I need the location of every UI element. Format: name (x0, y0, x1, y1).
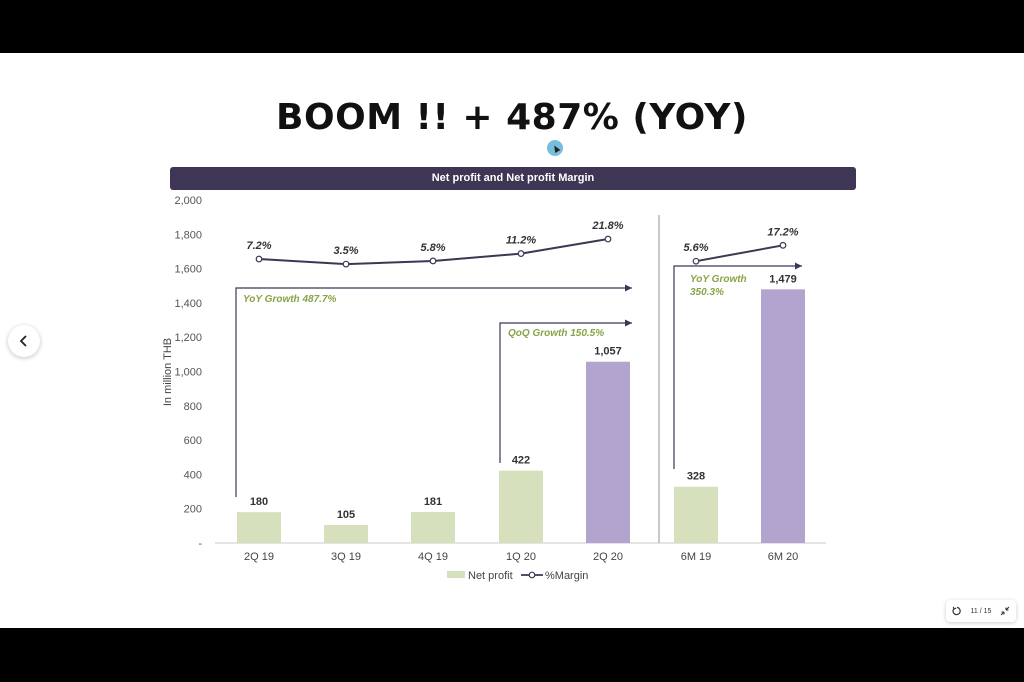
margin-line (695, 244, 784, 263)
margin-value-label: 7.2% (246, 240, 271, 252)
slide-title: BOOM !! + 487% (YOY) (276, 97, 748, 138)
y-tick-label: 400 (184, 469, 202, 481)
page-counter: 11 / 15 (970, 607, 992, 615)
yoy-half-annotation-line2: 350.3% (690, 287, 724, 298)
x-tick-label: 4Q 19 (418, 551, 448, 563)
bar-value-label: 422 (512, 455, 530, 467)
bar-value-label: 180 (250, 496, 268, 508)
yoy-quarter-annotation: YoY Growth 487.7% (243, 294, 336, 305)
bar-value-label: 181 (424, 496, 442, 508)
legend-swatch-margin-marker (528, 571, 536, 579)
bar (674, 486, 718, 543)
bar-value-label: 105 (337, 509, 355, 521)
x-tick-label: 2Q 19 (244, 551, 274, 563)
bar-value-label: 1,479 (769, 273, 797, 285)
y-tick-label: 1,200 (174, 332, 202, 344)
bar (324, 524, 368, 543)
margin-point (779, 241, 787, 249)
margin-point (342, 260, 350, 268)
legend-label-margin: %Margin (545, 570, 588, 582)
x-tick-label: 1Q 20 (506, 551, 536, 563)
chart-title: Net profit and Net profit Margin (170, 167, 856, 190)
bar-value-label: 328 (687, 471, 705, 483)
margin-value-label: 17.2% (767, 226, 798, 238)
qoq-annotation: QoQ Growth 150.5% (508, 328, 604, 339)
margin-point (429, 257, 437, 265)
chevron-left-icon (18, 335, 30, 347)
y-axis-ticks: - 200 400 600 800 1,000 1,200 1,400 1,600 1,800 2,… (174, 195, 202, 550)
presentation-controls: 11 / 15 (946, 600, 1016, 622)
bars (237, 289, 805, 543)
bar-value-label: 1,057 (594, 346, 622, 358)
margin-series: 7.2% 3.5% 5.8% 11.2% 21.8% 5.6% 17.2% (246, 220, 799, 268)
margin-point (255, 255, 263, 263)
x-tick-label: 2Q 20 (593, 551, 623, 563)
bar-labels: 180 105 181 422 1,057 328 1,479 (250, 273, 797, 521)
legend-swatch-net-profit (447, 571, 465, 578)
y-tick-label: 200 (184, 504, 202, 516)
margin-value-label: 5.8% (420, 242, 445, 254)
yoy-half-annotation-line1: YoY Growth (690, 274, 747, 285)
y-tick-label: 1,600 (174, 264, 202, 276)
y-axis-title: In million THB (162, 338, 174, 406)
pointer-highlight (547, 140, 563, 156)
legend-label-net-profit: Net profit (468, 570, 513, 582)
margin-value-label: 11.2% (506, 235, 537, 247)
margin-value-label: 21.8% (591, 220, 623, 232)
rotate-ccw-icon[interactable] (950, 604, 964, 618)
yoy-half-arrow (673, 262, 802, 469)
x-tick-label: 6M 20 (768, 551, 799, 563)
qoq-arrow (499, 319, 632, 463)
yoy-quarter-arrow (235, 284, 632, 497)
x-tick-label: 3Q 19 (331, 551, 361, 563)
bar (586, 361, 630, 543)
margin-point (692, 257, 700, 265)
bar (761, 289, 805, 543)
y-tick-label: 1,400 (174, 298, 202, 310)
y-tick-label: 800 (184, 401, 202, 413)
y-tick-label: 600 (184, 435, 202, 447)
bar (499, 470, 543, 543)
y-tick-label: - (198, 538, 202, 550)
y-tick-label: 1,000 (174, 367, 202, 379)
margin-value-label: 5.6% (683, 242, 708, 254)
y-tick-label: 2,000 (174, 195, 202, 207)
margin-point (604, 235, 612, 243)
bar (237, 512, 281, 543)
bar (411, 511, 455, 543)
y-tick-label: 1,800 (174, 229, 202, 241)
x-axis-ticks: 2Q 19 3Q 19 4Q 19 1Q 20 2Q 20 6M 19 6M 20 (244, 551, 798, 563)
margin-value-label: 3.5% (333, 245, 358, 257)
margin-point (517, 250, 525, 257)
prev-slide-button[interactable] (8, 325, 40, 357)
collapse-icon[interactable] (998, 604, 1012, 618)
x-tick-label: 6M 19 (681, 551, 712, 563)
